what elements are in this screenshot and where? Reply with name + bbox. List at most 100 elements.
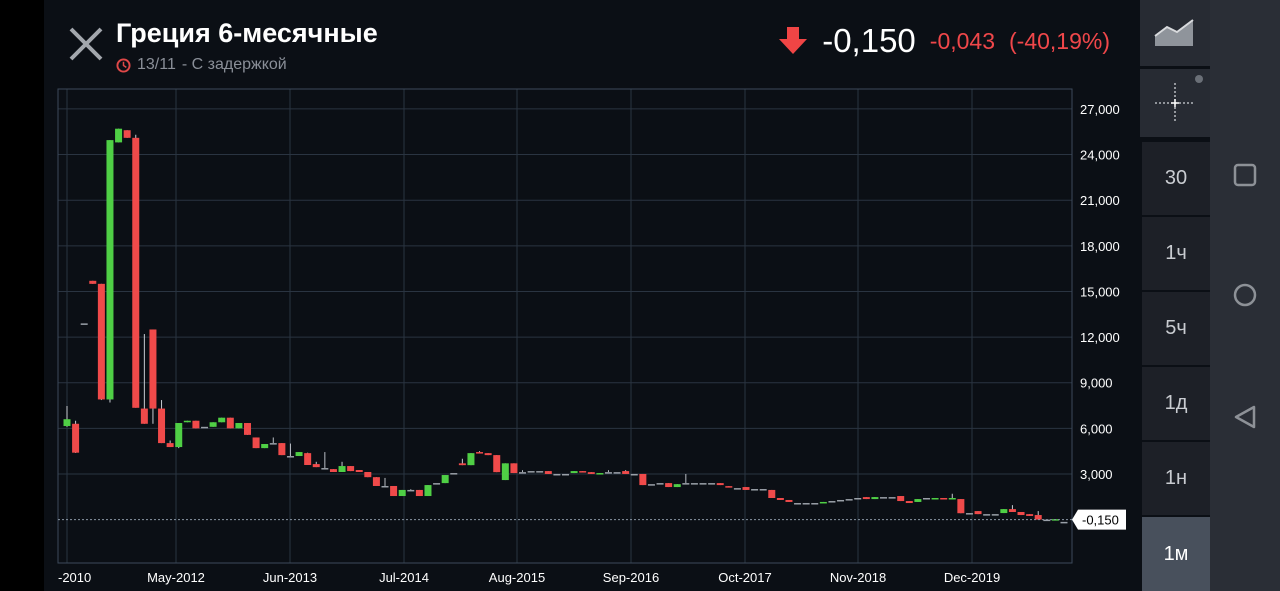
candle-body: [63, 419, 71, 427]
candle-body: [209, 422, 217, 427]
chart-header: Греция 6-месячные 13/11 - С задержкой -0…: [44, 0, 1140, 86]
candle-body: [690, 483, 698, 485]
candle-body: [493, 455, 501, 473]
candle-body: [965, 513, 973, 515]
candle-body: [347, 466, 355, 472]
candle-body: [252, 437, 260, 449]
candle-body: [656, 483, 664, 485]
candle-body: [579, 471, 587, 473]
candle-body: [372, 477, 380, 486]
candle-body: [828, 501, 836, 503]
candle-body: [914, 499, 922, 502]
candle-body: [811, 503, 819, 505]
candle-body: [536, 471, 544, 473]
candle-body: [880, 497, 888, 499]
candle-body: [390, 485, 398, 497]
candle-body: [905, 501, 913, 504]
candle-body: [845, 499, 853, 501]
x-tick-label: -2010: [58, 570, 91, 585]
candle-body: [1017, 511, 1025, 516]
crosshair-icon: [1155, 75, 1203, 123]
candle-body: [708, 483, 716, 485]
quote-date: 13/11: [137, 56, 176, 73]
candle-body: [140, 408, 148, 424]
candle-body: [398, 489, 406, 497]
x-tick-label: Sep-2016: [603, 570, 659, 585]
candle-body: [587, 472, 595, 474]
y-tick-label: 3,000: [1080, 467, 1113, 482]
candle-body: [682, 483, 690, 485]
timeframe-1h[interactable]: 1ч: [1142, 217, 1210, 290]
candle-body: [381, 485, 389, 488]
candle-body: [983, 514, 991, 516]
candle-body: [286, 456, 294, 458]
candle-body: [80, 323, 88, 325]
candle-body: [553, 473, 561, 476]
clock-icon: [116, 57, 131, 73]
timeframe-1d[interactable]: 1д: [1142, 367, 1210, 440]
candle-body: [218, 417, 226, 423]
candle-body: [261, 444, 269, 449]
chart-type-button[interactable]: [1140, 0, 1210, 66]
candle-body: [226, 417, 234, 429]
candle-body: [235, 423, 243, 429]
candle-body: [329, 469, 337, 472]
candle-body: [269, 443, 277, 445]
candle-body: [72, 423, 80, 453]
left-edge: [0, 0, 44, 591]
candle-body: [1026, 514, 1034, 516]
last-value-marker: -0,150: [1072, 509, 1126, 530]
android-nav-bar: [1210, 0, 1280, 591]
candle-body: [837, 499, 845, 502]
candle-body: [476, 452, 484, 454]
last-price: -0,150: [822, 22, 916, 59]
home-icon[interactable]: [1232, 282, 1258, 308]
candle-body: [183, 420, 191, 423]
y-tick-label: 27,000: [1080, 102, 1120, 117]
timeframe-5h[interactable]: 5ч: [1142, 292, 1210, 365]
plot-border: [57, 88, 1073, 564]
candle-body: [604, 472, 612, 474]
candle-body: [484, 453, 492, 456]
candle-body: [802, 503, 810, 505]
candle-body: [149, 329, 157, 409]
candle-body: [922, 498, 930, 500]
candle-body: [991, 514, 999, 516]
candle-body: [931, 498, 939, 500]
candle-body: [854, 498, 862, 500]
candle-body: [888, 497, 896, 499]
candle-body: [106, 140, 114, 400]
x-tick-label: Dec-2019: [944, 570, 1000, 585]
y-tick-label: 6,000: [1080, 421, 1113, 436]
candle-body: [355, 470, 363, 472]
recents-icon[interactable]: [1232, 162, 1258, 188]
arrow-down-icon: [779, 27, 808, 54]
price-change-percent: (-40,19%): [1009, 27, 1110, 54]
instrument-title: Греция 6-месячные: [116, 18, 378, 48]
candle-body: [304, 453, 312, 465]
timeframe-1w[interactable]: 1н: [1142, 442, 1210, 515]
timeframe-30[interactable]: 30: [1142, 142, 1210, 215]
candle-body: [940, 498, 948, 500]
crosshair-button[interactable]: [1140, 69, 1210, 137]
candle-body: [510, 463, 518, 474]
candle-body: [433, 483, 441, 485]
candle-body: [1043, 519, 1051, 522]
candle-body: [596, 473, 604, 475]
candlestick-chart[interactable]: 3,000 6,000 9,000 12,000 15,000 18,000 21,000 2…: [0, 0, 1140, 591]
close-icon[interactable]: [68, 26, 104, 62]
price-change: -0,043: [929, 27, 996, 54]
candle-body: [295, 452, 303, 457]
candle-body: [630, 473, 638, 476]
candle-body: [364, 471, 372, 478]
back-icon[interactable]: [1232, 404, 1258, 430]
candle-body: [1008, 509, 1016, 512]
candle-body: [115, 128, 123, 143]
candle-body: [407, 489, 415, 492]
timeframe-1m[interactable]: 1м: [1142, 517, 1210, 591]
candle-body: [957, 499, 965, 514]
candle-body: [519, 472, 527, 474]
candle-body: [415, 489, 423, 497]
x-tick-label: Oct-2017: [718, 570, 771, 585]
candle-body: [759, 489, 767, 491]
